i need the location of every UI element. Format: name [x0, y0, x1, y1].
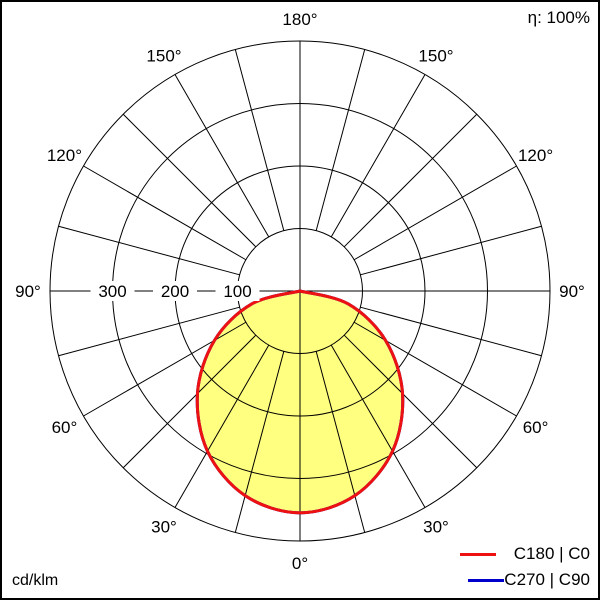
radial-tick-label: 300 — [98, 282, 126, 301]
spoke-75 — [360, 306, 542, 357]
spoke-225 — [122, 113, 257, 248]
radial-tick-label: 100 — [223, 282, 251, 301]
legend-swatch-red — [459, 552, 496, 556]
spoke-210 — [174, 74, 270, 238]
spoke-345 — [234, 351, 285, 533]
spoke-255 — [58, 225, 240, 276]
spoke-195 — [234, 49, 285, 231]
angle-label-bg — [8, 281, 48, 301]
spoke-165 — [315, 49, 366, 231]
spoke-135 — [343, 113, 478, 248]
unit-label: cd/klm — [12, 572, 59, 589]
angle-label: 150° — [146, 46, 181, 65]
angle-label: 0° — [292, 554, 308, 573]
angle-label: 150° — [418, 46, 453, 65]
spoke-240 — [83, 165, 247, 261]
angle-label: 180° — [282, 10, 317, 29]
legend-label: C270 | C90 — [504, 570, 590, 589]
spoke-315 — [122, 334, 257, 469]
tick-label-bg — [215, 281, 260, 301]
legend-item-c180-c0: C180 | C0 — [459, 544, 590, 564]
spoke-15 — [315, 351, 366, 533]
spoke-60 — [353, 321, 517, 417]
tick-label-bg — [153, 281, 197, 301]
curve-c180-c0 — [195, 289, 405, 515]
angle-label: 60° — [523, 418, 549, 437]
efficiency-label: η: 100% — [527, 8, 590, 27]
angle-label: 90° — [559, 282, 585, 301]
spoke-300 — [83, 321, 247, 417]
spoke-45 — [343, 334, 478, 469]
angle-label: 30° — [423, 518, 449, 537]
angle-label: 60° — [52, 418, 78, 437]
spoke-30 — [330, 344, 426, 508]
legend-label: C180 | C0 — [513, 544, 590, 563]
angle-label: 90° — [15, 282, 41, 301]
spoke-285 — [58, 306, 240, 357]
angle-label: 120° — [518, 146, 553, 165]
spoke-150 — [330, 74, 426, 238]
spoke-120 — [353, 165, 517, 261]
tick-label-bg — [90, 281, 135, 301]
spoke-330 — [174, 344, 270, 508]
legend-swatch-blue — [468, 578, 505, 582]
angle-label: 120° — [47, 146, 82, 165]
angle-label-bg — [552, 281, 592, 301]
spoke-105 — [360, 225, 542, 276]
legend-item-c270-c90: C270 | C90 — [468, 570, 590, 590]
radial-tick-label: 200 — [161, 282, 189, 301]
angle-label: 30° — [151, 518, 177, 537]
